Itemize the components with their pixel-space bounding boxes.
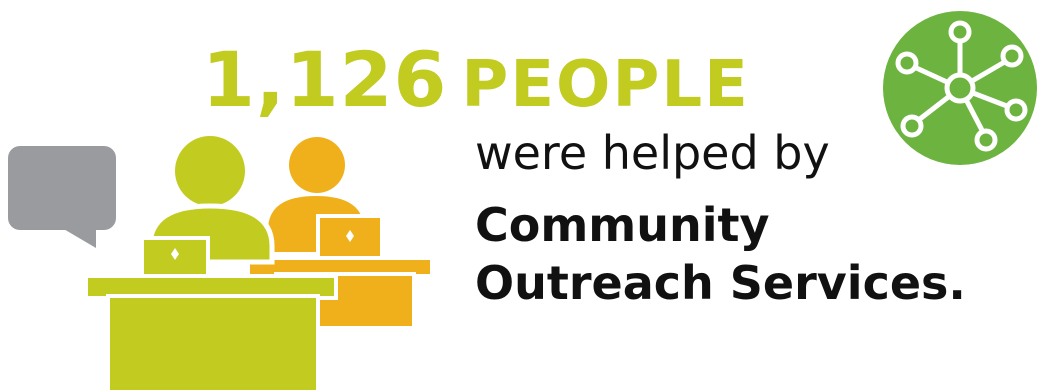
green-person-icon [147, 136, 275, 265]
organization-name: Community Outreach Services. [475, 196, 966, 312]
green-desk-icon [84, 274, 338, 392]
orange-laptop-icon [316, 214, 384, 262]
network-hub-icon [883, 11, 1037, 165]
people-count: 1,126 [202, 35, 448, 124]
speech-bubble-icon [8, 146, 116, 248]
organization-line-1: Community [475, 198, 770, 252]
headline: 1,126 PEOPLE [202, 42, 750, 118]
green-laptop-icon [140, 236, 210, 278]
helped-by-text: were helped by [475, 126, 830, 180]
people-label: PEOPLE [461, 48, 750, 122]
organization-line-2: Outreach Services. [475, 256, 966, 310]
